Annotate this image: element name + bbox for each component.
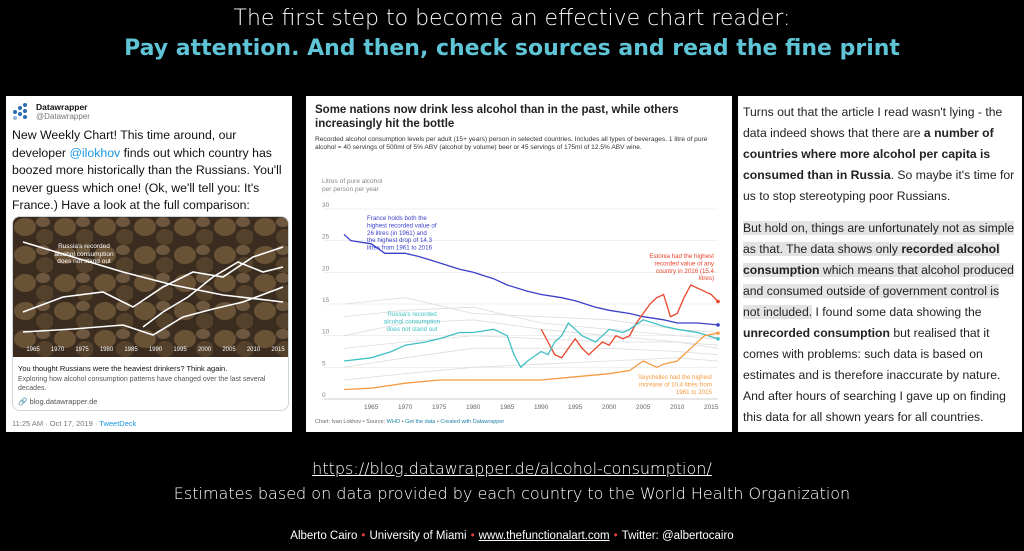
y-tick-label: 15 xyxy=(322,297,330,304)
x-tick-label: 1980 xyxy=(466,404,481,411)
image-year-label: 1975 xyxy=(75,347,89,353)
y-tick-label: 20 xyxy=(322,265,330,272)
series-end-point xyxy=(716,331,720,335)
datawrapper-link[interactable]: Created with Datawrapper xyxy=(440,419,505,425)
y-tick-label: 0 xyxy=(322,392,326,399)
chart-subtitle: Recorded alcohol consumption levels per … xyxy=(315,136,708,151)
source-link[interactable]: WHO xyxy=(386,419,401,425)
source-note: Estimates based on data provided by each… xyxy=(173,484,851,503)
tweet-author-handle[interactable]: @Datawrapper xyxy=(36,112,90,121)
x-tick-label: 1995 xyxy=(568,404,583,411)
text-panel: Turns out that the article I read wasn't… xyxy=(738,96,1022,432)
x-tick-label: 1985 xyxy=(500,404,515,411)
image-year-label: 2010 xyxy=(247,347,261,353)
series-line xyxy=(343,319,719,369)
card-image: 1965 1970 1975 1980 1985 1990 1995 2000 2005 2010… xyxy=(13,217,288,357)
x-tick-label: 1975 xyxy=(432,404,447,411)
x-tick-label: 1990 xyxy=(534,404,549,411)
x-tick-label: 1965 xyxy=(364,404,379,411)
website-link[interactable]: www.thefunctionalart.com xyxy=(478,530,610,542)
image-year-label: 2015 xyxy=(271,347,285,353)
x-tick-label: 2015 xyxy=(704,404,719,411)
tweet-panel: Datawrapper @Datawrapper New Weekly Char… xyxy=(6,96,292,432)
image-year-label: 1990 xyxy=(149,347,163,353)
chart-annotation: France holds both the highest recorded va… xyxy=(367,215,437,252)
card-image-annotation: Russia's recorded alcohol consumption do… xyxy=(54,243,114,265)
y-tick-label: 25 xyxy=(322,234,330,241)
series-line xyxy=(540,284,719,359)
corks-chart-image: 1965 1970 1975 1980 1985 1990 1995 2000 2005 2010… xyxy=(13,217,288,357)
link-icon: 🔗 xyxy=(18,397,28,406)
y-tick-label: 10 xyxy=(322,329,330,336)
get-data-link[interactable]: Get the data xyxy=(405,419,436,425)
tweet-header: Datawrapper @Datawrapper xyxy=(12,102,90,121)
series-line xyxy=(343,357,719,381)
series-end-point xyxy=(716,323,720,327)
x-tick-label: 1970 xyxy=(398,404,413,411)
chart-footer: Chart: Ivan Lokhov • Source: WHO • Get t… xyxy=(315,419,505,425)
chart-annotation: Seychelles had the highest increase of 10… xyxy=(638,374,713,396)
source-url-link[interactable]: https://blog.datawrapper.de/alcohol-cons… xyxy=(312,459,712,478)
image-line xyxy=(142,261,284,328)
tweet-text: New Weekly Chart! This time around, our … xyxy=(12,128,282,212)
series-line xyxy=(343,233,719,326)
x-tick-label: 2010 xyxy=(670,404,685,411)
y-tick-label: 30 xyxy=(322,202,330,209)
chart-annotation: Estonia had the highest recorded value of… xyxy=(649,253,715,282)
tweet-link-card[interactable]: 1965 1970 1975 1980 1985 1990 1995 2000 2005 2010… xyxy=(12,216,289,411)
series-line xyxy=(343,347,719,368)
tweet-timestamp: 11:25 AM · Oct 17, 2019 · TweetDeck xyxy=(12,419,137,428)
y-axis-label: Litres of pure alcohol per person per yea… xyxy=(322,178,383,193)
paragraph-2: But hold on, things are unfortunately no… xyxy=(743,221,1014,424)
chart-title: Some nations now drink less alcohol than… xyxy=(315,104,679,130)
credit-line: Alberto Cairo • University of Miami • www.th… xyxy=(290,530,734,542)
image-year-label: 2000 xyxy=(198,347,212,353)
card-title: You thought Russians were the heaviest d… xyxy=(18,364,228,373)
series-line xyxy=(343,306,719,340)
tweet-author-name[interactable]: Datawrapper xyxy=(36,102,88,112)
x-tick-label: 2005 xyxy=(636,404,651,411)
chart-panel: Some nations now drink less alcohol than… xyxy=(306,96,732,432)
image-year-label: 1985 xyxy=(124,347,138,353)
image-year-label: 1965 xyxy=(26,347,40,353)
image-line xyxy=(22,286,284,336)
series-end-point xyxy=(716,299,720,304)
image-year-label: 1995 xyxy=(173,347,187,353)
slide-subtitle: Pay attention. And then, check sources a… xyxy=(124,36,900,61)
mention-link[interactable]: @ilokhov xyxy=(69,145,121,160)
datawrapper-logo-icon xyxy=(12,102,30,121)
y-tick-label: 5 xyxy=(322,360,326,367)
image-year-label: 1970 xyxy=(51,347,65,353)
series-line xyxy=(343,335,719,349)
x-tick-label: 2000 xyxy=(602,404,617,411)
slide-title: The first step to become an effective ch… xyxy=(233,6,791,31)
image-year-label: 2005 xyxy=(222,347,236,353)
card-link[interactable]: 🔗 blog.datawrapper.de xyxy=(18,397,98,406)
paragraph-1: Turns out that the article I read wasn't… xyxy=(743,105,1015,203)
series-end-point xyxy=(716,337,720,341)
line-chart: 0 5 10 15 20 25 30 Litres of pure alcohol per pe… xyxy=(322,178,720,411)
series-line xyxy=(343,332,719,391)
card-description: Exploring how alcohol consumption patter… xyxy=(18,376,266,392)
image-year-label: 1980 xyxy=(100,347,114,353)
chart-annotation: Russia's recorded alcohol consumption does… xyxy=(384,311,441,333)
image-line xyxy=(22,241,284,303)
tweetdeck-link[interactable]: TweetDeck xyxy=(99,419,137,428)
